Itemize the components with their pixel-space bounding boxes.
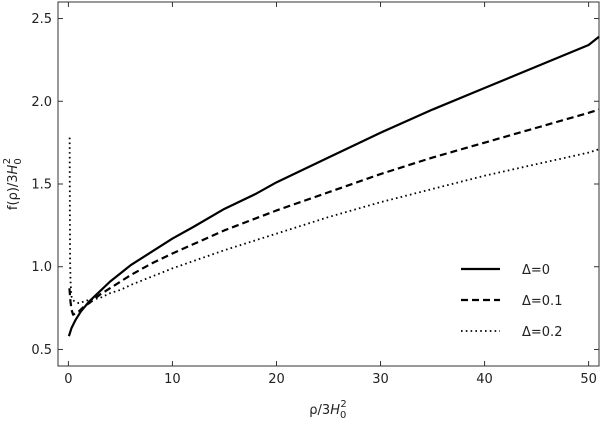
x-axis-label: ρ/3H02: [309, 399, 346, 421]
y-axis-label-var: H: [6, 164, 21, 174]
y-axis-label-sup: 2: [2, 158, 13, 164]
series-line-dotted: [68, 137, 600, 305]
plot-frame: [57, 1, 600, 367]
x-axis-label-var: H: [330, 403, 340, 418]
y-tick-label: 1.0: [31, 260, 52, 275]
series-line-dashed: [68, 108, 600, 316]
legend-label: Δ=0: [522, 263, 550, 278]
x-tick-label: 20: [268, 372, 285, 387]
legend-label: Δ=0.2: [522, 325, 562, 340]
y-axis-label-sub: 0: [13, 158, 24, 164]
x-tick-label: 40: [476, 372, 493, 387]
y-tick-label: 2.0: [31, 95, 52, 110]
x-tick-label: 50: [580, 372, 597, 387]
x-axis-label-base: ρ/3: [309, 403, 330, 418]
x-axis-label-sub: 0: [340, 410, 346, 421]
x-tick-label: 0: [64, 372, 72, 387]
y-axis-label-base: f(ρ)/3: [6, 174, 21, 210]
x-tick-label: 10: [164, 372, 181, 387]
series-layer: [67, 35, 600, 337]
y-axis-label: f(ρ)/3H02: [2, 158, 24, 210]
legend: Δ=0 Δ=0.1 Δ=0.2: [461, 263, 562, 340]
y-tick-label: 0.5: [31, 343, 52, 358]
y-tick-label: 1.5: [31, 178, 52, 193]
x-tick-label: 30: [372, 372, 389, 387]
x-axis-label-sup: 2: [340, 399, 346, 410]
series-line-solid: [67, 35, 600, 337]
y-tick-label: 2.5: [31, 12, 52, 27]
axis-ticks: 0 10 20 30 40 50 0.5 1.0 1.5 2.0 2.5: [31, 2, 599, 387]
legend-label: Δ=0.1: [522, 294, 562, 309]
